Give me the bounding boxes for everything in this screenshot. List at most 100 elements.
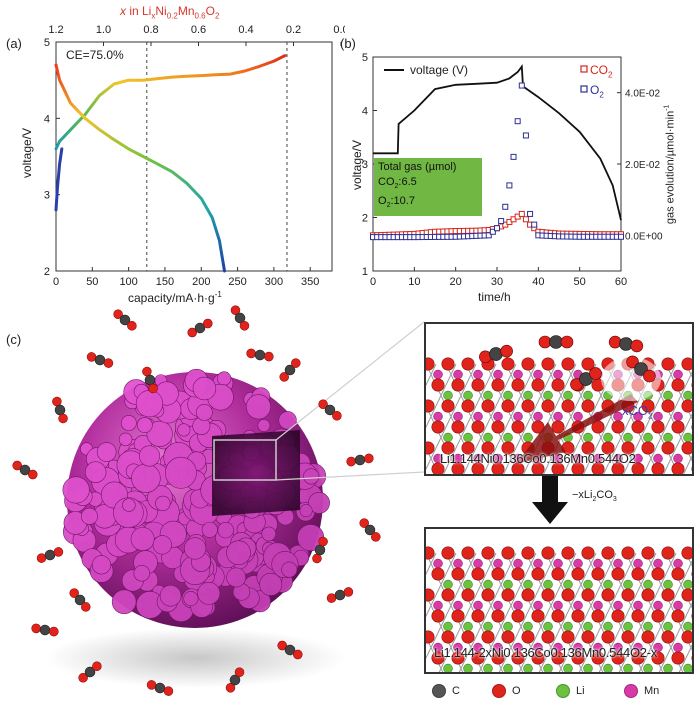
lattice-bond: [525, 363, 537, 386]
nanoparticle-illustration: [12, 305, 425, 696]
a-y-tick-label: 3: [44, 190, 50, 202]
particle-grain: [257, 419, 271, 432]
lattice-bond: [445, 447, 457, 470]
lattice-bond: [515, 426, 527, 449]
lattice-bond: [645, 447, 657, 470]
lattice-bond: [515, 573, 527, 596]
panel-b-legend-o2: O2: [590, 83, 604, 100]
lattice-top-svg: [426, 335, 692, 474]
oxygen-atom: [481, 441, 495, 455]
particle-grain: [226, 540, 251, 566]
particle-grain: [135, 389, 164, 418]
oxygen-atom: [591, 462, 605, 474]
lattice-bond: [465, 363, 477, 386]
lithium-atom: [543, 663, 553, 672]
lithium-atom-icon: [556, 684, 570, 698]
carbon-atom: [354, 454, 366, 466]
lattice-bond: [515, 384, 527, 407]
a-series-discharge: [54, 63, 226, 273]
panel-b-box-co2: CO2:6.5: [378, 176, 417, 191]
lattice-bond: [638, 657, 647, 672]
lattice-bond: [575, 573, 587, 596]
lattice-bond: [645, 552, 657, 575]
b-x-tick-label: 60: [615, 276, 627, 288]
b-O2-point: [618, 233, 624, 240]
lattice-bond: [585, 447, 597, 470]
b-y-tick-label: 1: [362, 266, 368, 278]
lattice-bond: [465, 405, 477, 428]
a-x-tick-label: 300: [265, 276, 283, 288]
panel-b-y-ticks: 1 2 3 4 5: [362, 52, 377, 278]
lattice-bond: [426, 363, 437, 386]
panel-c-label: (c): [6, 332, 22, 347]
oxygen-atom: [601, 441, 615, 455]
particle-grain: [131, 463, 161, 493]
panel-a-ylabel: voltage/V: [20, 127, 34, 179]
lattice-bond: [585, 636, 597, 659]
lattice-bond: [458, 657, 467, 672]
manganese-atom: [453, 558, 463, 569]
lattice-bond: [655, 384, 667, 407]
lattice-bond: [615, 426, 627, 449]
panel-a-chart: 1.2 1.0 0.8 0.6 0.4 0.2 0.0 0 50 100 150 200 250 300…: [44, 24, 345, 288]
manganese-atom: [533, 558, 543, 569]
lattice-bond: [663, 468, 667, 474]
manganese-atom: [433, 558, 443, 569]
lattice-bond: [605, 552, 617, 575]
panel-b-ylabel: voltage/V: [350, 139, 364, 191]
b-O2-point: [518, 82, 525, 89]
particle-grain: [146, 420, 173, 447]
oxygen-atom: [561, 357, 575, 371]
oxygen-atom: [441, 546, 455, 560]
manganese-atom: [453, 600, 463, 611]
oxygen-atom: [371, 532, 381, 542]
lattice-bond: [555, 573, 567, 596]
oxygen-atom: [521, 588, 535, 602]
lattice-bond: [575, 384, 587, 407]
lithium-atom: [583, 621, 593, 632]
lattice-bond: [475, 426, 487, 449]
manganese-atom: [473, 600, 483, 611]
zoom-selection-box: [213, 439, 277, 481]
manganese-atom: [473, 411, 483, 422]
lattice-bond: [625, 636, 637, 659]
oxygen-atom: [521, 546, 535, 560]
manganese-atom: [573, 411, 583, 422]
oxygen-atom: [621, 546, 635, 560]
lattice-bond: [545, 636, 557, 659]
manganese-atom: [493, 411, 503, 422]
lattice-bond: [445, 636, 457, 659]
lattice-bond: [426, 552, 437, 575]
oxygen-atom: [501, 441, 515, 455]
lattice-bond: [485, 594, 497, 617]
lithium-atom: [503, 432, 513, 443]
oxygen-atom: [431, 609, 445, 623]
lattice-bond: [575, 426, 587, 449]
lattice-bond: [535, 573, 547, 596]
lattice-bond: [685, 371, 692, 386]
lattice-bond: [598, 657, 607, 672]
lattice-bond: [655, 573, 667, 596]
lattice-bond: [575, 615, 587, 638]
lattice-bond: [505, 636, 517, 659]
particle-grain: [245, 394, 271, 420]
lattice-box-top: [424, 322, 694, 476]
oxygen-atom: [541, 546, 555, 560]
lattice-bond: [505, 405, 517, 428]
manganese-atom: [493, 600, 503, 611]
lattice-bond: [465, 552, 477, 575]
lithium-atom: [503, 663, 513, 672]
xco2-label: xCO2: [622, 403, 653, 421]
lattice-bond: [475, 573, 487, 596]
lithium-atom: [543, 621, 553, 632]
oxygen-atom: [551, 378, 565, 392]
lithium-atom: [523, 432, 533, 443]
lithium-atom: [583, 663, 593, 672]
oxygen-atom: [451, 378, 465, 392]
oxygen-atom: [661, 357, 675, 371]
oxygen-atom: [681, 630, 692, 644]
oxygen-atom: [426, 546, 435, 560]
lattice-bond: [645, 594, 657, 617]
manganese-atom: [653, 600, 663, 611]
carbon-atom-icon: [432, 684, 446, 698]
